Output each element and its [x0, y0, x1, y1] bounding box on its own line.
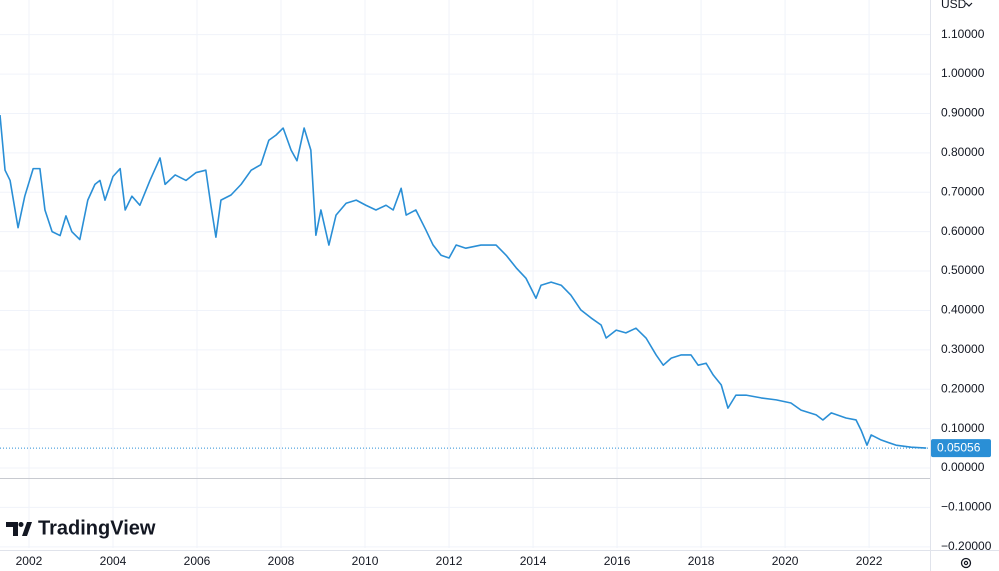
- y-tick-label: −0.10000: [941, 500, 992, 514]
- x-tick-label: 2004: [100, 554, 127, 568]
- y-tick-label: 1.10000: [941, 27, 985, 41]
- y-tick-label: 0.80000: [941, 145, 985, 159]
- x-tick-label: 2022: [856, 554, 883, 568]
- x-tick-label: 2010: [352, 554, 379, 568]
- brand-logo: TradingView: [6, 517, 156, 539]
- y-tick-label: 0.00000: [941, 460, 985, 474]
- y-tick-label: 0.60000: [941, 224, 985, 238]
- currency-chevron[interactable]: [965, 2, 973, 7]
- x-tick-label: 2014: [520, 554, 547, 568]
- x-tick-label: 2016: [604, 554, 631, 568]
- logo-dot: [18, 522, 24, 527]
- y-tick-label: 0.10000: [941, 421, 985, 435]
- gear-ring[interactable]: [960, 557, 972, 569]
- brand-name: TradingView: [38, 517, 156, 539]
- y-tick-label: 0.90000: [941, 106, 985, 120]
- y-tick-label: 1.00000: [941, 66, 985, 80]
- y-tick-label: 0.50000: [941, 263, 985, 277]
- x-tick-label: 2018: [688, 554, 715, 568]
- x-tick-label: 2012: [436, 554, 463, 568]
- x-tick-label: 2006: [184, 554, 211, 568]
- y-tick-label: 0.40000: [941, 303, 985, 317]
- gear-hub[interactable]: [963, 560, 969, 566]
- y-tick-label: 0.70000: [941, 184, 985, 198]
- y-tick-label: 0.20000: [941, 381, 985, 395]
- y-tick-label: −0.20000: [941, 539, 992, 553]
- settings-icon[interactable]: [960, 557, 972, 569]
- x-tick-label: 2008: [268, 554, 295, 568]
- currency-label[interactable]: USD: [941, 0, 967, 11]
- last-price-badge: [931, 439, 991, 458]
- y-tick-label: 0.30000: [941, 342, 985, 356]
- x-tick-label: 2020: [772, 554, 799, 568]
- x-tick-label: 2002: [16, 554, 43, 568]
- logo-mark: [6, 522, 32, 536]
- price-line: [0, 114, 927, 449]
- last-price-label: 0.05056: [937, 440, 981, 454]
